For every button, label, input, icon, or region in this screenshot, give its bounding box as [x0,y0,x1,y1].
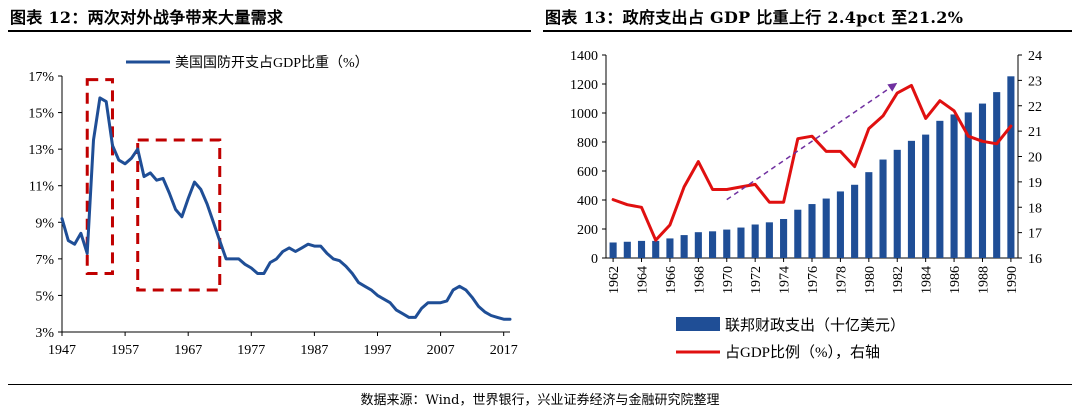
trend-arrow-head [887,82,898,92]
right-left-y-tick-label: 800 [577,136,598,151]
right-x-tick-label: 1988 [976,266,991,294]
right-x-tick-label: 1968 [692,266,707,294]
right-x-tick-label: 1962 [607,266,622,294]
left-chart-title: 图表 12：两次对外战争带来大量需求 [10,8,284,27]
right-x-tick-label: 1990 [1005,266,1020,294]
left-y-tick-label: 17% [28,70,54,85]
federal-spending-bar [950,114,958,258]
right-right-y-tick-label: 24 [1028,49,1042,64]
federal-spending-bar [1007,76,1015,258]
right-x-tick-label: 1966 [664,266,679,294]
gdp-ratio-line [611,83,1013,242]
defense-spending-line [60,96,512,321]
right-x-tick-label: 1976 [806,266,821,294]
right-x-tick-label: 1980 [863,266,878,294]
right-x-tick-label: 1970 [721,266,736,294]
federal-spending-bar [822,198,830,258]
federal-spending-bar [794,209,802,258]
right-chart-title: 图表 13：政府支出占 GDP 比重上行 2.4pct 至21.2% [545,8,964,27]
right-right-y-tick-label: 18 [1028,201,1042,216]
federal-spending-bar [865,172,873,258]
federal-spending-bar [780,218,788,258]
bar-legend-label: 联邦财政支出（十亿美元） [725,317,905,334]
left-x-tick-label: 1987 [300,343,328,358]
right-title-rule [543,30,1072,32]
right-x-tick-label: 1972 [749,266,764,294]
right-x-tick-label: 1984 [920,266,935,294]
federal-spending-bar [765,222,773,258]
right-right-y-tick-label: 21 [1028,125,1042,140]
federal-spending-bar [680,235,688,258]
footer-rule [8,384,1072,385]
federal-spending-bar [637,240,646,258]
federal-spending-bar [623,241,631,258]
right-left-y-tick-label: 1400 [570,49,598,64]
right-x-tick-label: 1982 [891,266,906,294]
right-right-y-tick-label: 22 [1028,100,1042,115]
federal-spending-bar [964,112,972,258]
data-source-note: 数据来源：Wind，世界银行，兴业证券经济与金融研究院整理 [360,393,720,408]
left-y-tick-label: 5% [35,289,54,304]
federal-spending-bar [922,134,930,258]
line-legend-label: 占GDP比例（%），右轴 [725,344,880,361]
right-left-y-tick-label: 1200 [570,78,598,93]
federal-spending-bar [751,224,759,258]
left-x-tick-label: 1947 [48,343,76,358]
federal-spending-bar [666,238,674,258]
left-x-tick-label: 1967 [174,343,202,358]
right-x-tick-label: 1964 [636,266,651,294]
left-y-tick-label: 9% [35,216,54,231]
federal-spending-bar [978,103,987,258]
left-legend-label: 美国国防开支占GDP比重（%） [175,55,369,71]
federal-spending-bar [836,191,844,258]
right-x-tick-label: 1986 [948,266,963,294]
federal-spending-bar [808,204,816,258]
right-left-y-tick-label: 0 [591,252,598,267]
federal-spending-bar [851,184,859,258]
right-left-y-tick-label: 1000 [570,107,598,122]
federal-spending-bar [993,92,1001,259]
left-y-tick-label: 7% [35,253,54,268]
right-right-y-tick-label: 16 [1028,252,1042,267]
federal-spending-bar [907,140,915,258]
right-right-y-tick-label: 19 [1028,176,1042,191]
left-x-tick-label: 1957 [111,343,139,358]
right-x-tick-label: 1974 [778,266,793,294]
federal-spending-bar [652,240,660,258]
federal-spending-bar [694,232,702,258]
charts-canvas: 3% 5% 7% 9% 11% 13% 15% 17% 1947 1957 1967 1977 1987… [28,49,1042,361]
federal-spending-bar [737,227,745,258]
federal-spending-bar [723,229,731,258]
right-left-y-tick-label: 200 [577,223,598,238]
right-right-y-tick-label: 17 [1028,227,1042,242]
left-y-tick-label: 13% [28,143,54,158]
right-right-y-tick-label: 20 [1028,151,1042,166]
federal-spending-bar [609,242,617,258]
left-y-tick-label: 15% [28,107,54,122]
left-y-tick-label: 11% [29,180,54,195]
left-x-tick-label: 2007 [427,343,455,358]
left-y-tick-label: 3% [35,326,54,341]
left-x-tick-label: 1977 [237,343,265,358]
bar-legend-swatch [676,317,720,331]
left-x-tick-label: 1997 [363,343,391,358]
right-left-y-tick-label: 400 [577,194,598,209]
federal-spending-bar [893,149,901,258]
right-x-tick-label: 1978 [834,266,849,294]
left-title-rule [8,30,531,32]
left-x-tick-label: 2017 [490,343,518,358]
federal-spending-bar [709,231,717,258]
war-period-highlight-box [136,138,222,292]
trend-arrow-line [726,82,898,201]
federal-spending-bar [879,159,887,258]
right-right-y-tick-label: 23 [1028,74,1042,89]
right-left-y-tick-label: 600 [577,165,598,180]
federal-spending-bar [936,120,944,258]
